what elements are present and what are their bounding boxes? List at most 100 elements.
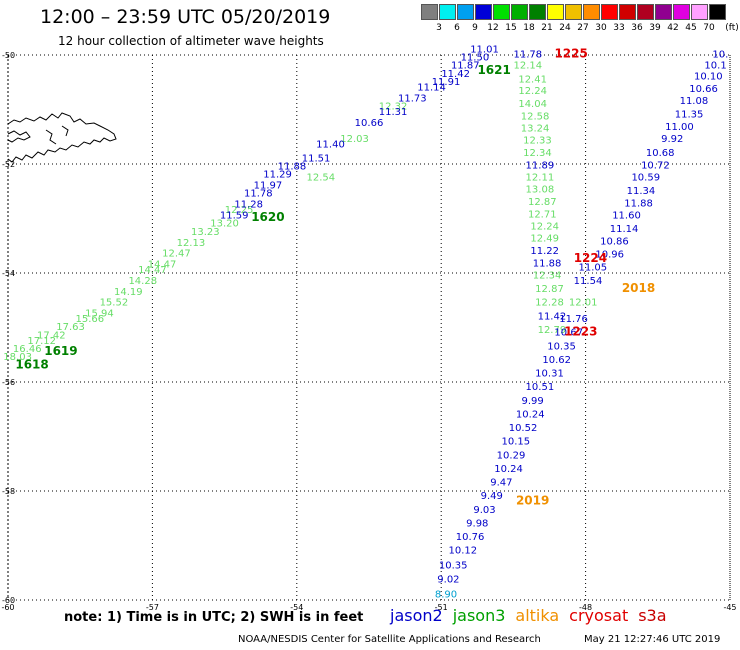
wave-height-label: 11.29 xyxy=(263,170,292,181)
wave-height-label: 10.15 xyxy=(501,437,530,448)
legend-label: 24 xyxy=(559,23,571,33)
lat-tick-label: -56 xyxy=(2,378,15,387)
wave-height-label: 12.34 xyxy=(523,148,552,159)
legend-swatch xyxy=(691,4,708,20)
legend-swatch xyxy=(457,4,474,20)
lat-tick-label: -58 xyxy=(2,487,15,496)
wave-height-label: 10.24 xyxy=(516,409,545,420)
wave-height-label: 11.35 xyxy=(675,110,704,121)
wave-height-label: 8.90 xyxy=(435,589,457,600)
legend-swatch xyxy=(547,4,564,20)
legend-label: 39 xyxy=(649,23,661,33)
wave-height-label: 12.41 xyxy=(518,74,547,85)
legend-swatch xyxy=(655,4,672,20)
wave-height-label: 13.20 xyxy=(210,219,239,230)
legend-label: 18 xyxy=(523,23,535,33)
wave-height-label: 18.03 xyxy=(3,352,32,363)
wave-height-label: 11.87 xyxy=(451,61,480,72)
wave-height-label: 10.35 xyxy=(439,560,468,571)
wave-height-label: 11.42 xyxy=(538,311,567,322)
wave-height-label: 12.54 xyxy=(307,172,336,183)
wave-height-label: 10.1 xyxy=(704,61,726,72)
wave-height-label: 12.25 xyxy=(225,205,254,216)
lat-tick-label: -52 xyxy=(2,160,15,169)
lat-tick-label: -60 xyxy=(2,596,15,605)
wave-height-label: 16.46 xyxy=(13,344,42,355)
wave-height-label: 10.67 xyxy=(554,328,583,339)
map-subtitle: 12 hour collection of altimeter wave hei… xyxy=(58,34,324,48)
wave-height-label: 11.28 xyxy=(234,200,263,211)
wave-height-label: 10. xyxy=(712,50,728,61)
wave-height-label: 10.72 xyxy=(641,160,670,171)
wave-height-label: 11.08 xyxy=(680,96,709,107)
falkland-islands-sound xyxy=(45,125,69,145)
legend-label: 45 xyxy=(685,23,697,33)
wave-height-label: 11.73 xyxy=(398,93,427,104)
wave-height-label: 10.29 xyxy=(497,450,526,461)
satellite-name: s3a xyxy=(638,606,667,625)
map-title: 12:00 – 23:59 UTC 05/20/2019 xyxy=(40,6,331,28)
wave-height-label: 10.66 xyxy=(355,118,384,129)
pass-time-label: 2019 xyxy=(516,494,549,508)
wave-height-label: 12.03 xyxy=(340,134,369,145)
lon-tick-label: -60 xyxy=(1,603,14,612)
wave-height-label: 11.91 xyxy=(432,77,461,88)
legend-swatch xyxy=(439,4,456,20)
wave-height-label: 14.04 xyxy=(518,99,547,110)
wave-height-label: 11.22 xyxy=(530,246,559,257)
wave-height-label: 10.12 xyxy=(449,546,478,557)
wave-height-label: 10.59 xyxy=(631,172,660,183)
legend-unit: (ft) xyxy=(725,23,739,33)
pass-time-label: 1223 xyxy=(564,325,597,339)
wave-height-label: 14.28 xyxy=(128,276,157,287)
wave-height-label: 11.40 xyxy=(316,140,345,151)
wave-height-label: 11.60 xyxy=(612,211,641,222)
wave-height-label: 12.24 xyxy=(518,86,547,97)
lon-tick-label: -54 xyxy=(290,603,303,612)
pass-time-label: 2018 xyxy=(622,281,655,295)
wave-height-label: 10.52 xyxy=(509,423,538,434)
wave-height-label: 9.03 xyxy=(473,505,495,516)
wave-height-label: 10.76 xyxy=(456,532,485,543)
legend-label: 6 xyxy=(454,23,460,33)
satellite-name: jason3 xyxy=(452,606,506,625)
falkland-islands-outline xyxy=(7,112,117,163)
satellite-name: jason2 xyxy=(390,606,443,625)
wave-height-label: 11.31 xyxy=(379,107,408,118)
wave-height-label: 9.99 xyxy=(522,396,544,407)
wave-height-label: 11.50 xyxy=(461,52,490,63)
wave-height-label: 12.87 xyxy=(528,197,557,208)
wave-height-label: 12.47 xyxy=(162,249,191,260)
note-text: note: 1) Time is in UTC; 2) SWH is in fe… xyxy=(64,610,364,625)
legend-label: 36 xyxy=(631,23,643,33)
wave-height-label: 11.51 xyxy=(302,153,331,164)
wave-height-label: 12.34 xyxy=(533,270,562,281)
legend-label: 70 xyxy=(703,23,715,33)
wave-height-label: 17.12 xyxy=(27,336,56,347)
wave-height-label: 11.78 xyxy=(244,189,273,200)
wave-height-label: 10.31 xyxy=(535,369,564,380)
legend-swatch xyxy=(511,4,528,20)
wave-height-label: 9.49 xyxy=(481,491,503,502)
wave-height-label: 12.14 xyxy=(514,61,543,72)
legend-label: 15 xyxy=(505,23,517,33)
pass-time-label: 1618 xyxy=(15,357,48,371)
legend-swatch xyxy=(529,4,546,20)
legend-swatch xyxy=(637,4,654,20)
wave-height-label: 12.24 xyxy=(530,221,559,232)
wave-height-label: 11.14 xyxy=(610,224,639,235)
legend-swatch xyxy=(601,4,618,20)
wave-height-label: 12.71 xyxy=(528,209,557,220)
wave-height-label: 11.88 xyxy=(624,199,653,210)
falkland-islands-inlet xyxy=(7,130,31,143)
wave-height-label: 12.33 xyxy=(523,135,552,146)
wave-height-label: 11.89 xyxy=(526,160,555,171)
wave-height-label: 11.88 xyxy=(533,258,562,269)
wave-height-label: 12.58 xyxy=(521,111,550,122)
satellite-legend: jason2 jason3 altika cryosat s3a xyxy=(390,606,677,625)
footer: NOAA/NESDIS Center for Satellite Applica… xyxy=(238,634,720,645)
lon-tick-label: -57 xyxy=(146,603,159,612)
wave-height-label: 12.87 xyxy=(535,284,564,295)
wave-height-label: 12.13 xyxy=(177,238,206,249)
wave-height-label: 12.49 xyxy=(530,233,559,244)
